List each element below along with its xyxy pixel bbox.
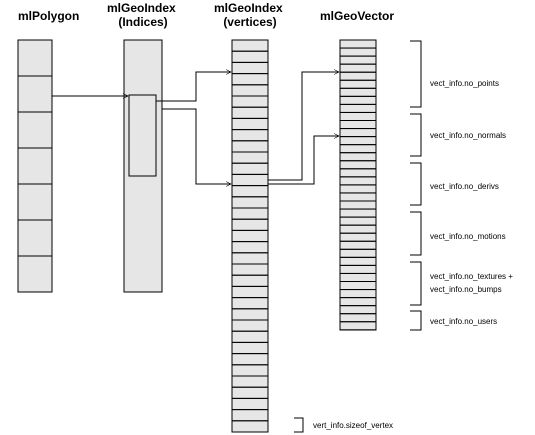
vertices-column-body xyxy=(231,39,269,433)
annotations: vect_info.no_points vect_info.no_normals… xyxy=(313,79,513,430)
mlgeoindex-vertices-column xyxy=(231,39,269,433)
mlpolygon-cell xyxy=(17,255,53,293)
vertices-cell xyxy=(231,420,269,433)
arrow-vertices-to-geovector-lower xyxy=(268,136,339,185)
brace-no-normals xyxy=(410,113,422,157)
label-no-normals: vect_info.no_normals xyxy=(430,131,506,140)
label-no-motions: vect_info.no_motions xyxy=(430,232,506,241)
label-no-derivs: vect_info.no_derivs xyxy=(430,182,499,191)
label-no-bumps: vect_info.no_bumps xyxy=(430,285,502,294)
header-mlgeoindex-vertices-line2: (vertices) xyxy=(223,15,276,29)
header-mlgeoindex-indices-line2: (Indices) xyxy=(118,15,167,29)
header-mlgeoindex-vertices: mlGeoIndex (vertices) xyxy=(214,1,286,29)
braces xyxy=(294,40,422,433)
brace-sizeof-vertex xyxy=(294,417,304,433)
arrow-indices-to-vertices-lower xyxy=(162,108,231,184)
header-mlgeoindex-indices: mlGeoIndex (Indices) xyxy=(107,1,179,29)
connectors xyxy=(52,72,339,184)
header-mlgeovector: mlGeoVector xyxy=(320,9,394,23)
mlgeovector-column xyxy=(339,39,377,331)
label-sizeof-vertex: vert_info.sizeof_vertex xyxy=(313,421,393,430)
header-mlgeoindex-indices-line1: mlGeoIndex xyxy=(107,1,176,15)
header-mlgeoindex-vertices-line1: mlGeoIndex xyxy=(214,1,283,15)
brace-no-users xyxy=(410,310,422,331)
indices-selection-box xyxy=(128,94,157,177)
brace-no-points xyxy=(410,40,422,108)
brace-no-motions xyxy=(410,211,422,256)
label-no-users: vect_info.no_users xyxy=(430,317,497,326)
label-no-textures: vect_info.no_textures + xyxy=(430,272,513,281)
mlpolygon-column-body xyxy=(17,39,53,293)
mlgeoindex-indices-column xyxy=(123,39,163,293)
brace-no-textures-bumps xyxy=(410,261,422,306)
mlpolygon-column xyxy=(17,39,53,293)
brace-no-derivs xyxy=(410,162,422,206)
arrow-indices-to-vertices-upper xyxy=(156,72,231,102)
arrow-vertices-to-geovector-upper xyxy=(268,72,339,181)
header-mlpolygon: mlPolygon xyxy=(18,9,79,23)
geovector-cell xyxy=(339,321,377,331)
label-no-points: vect_info.no_points xyxy=(430,79,499,88)
